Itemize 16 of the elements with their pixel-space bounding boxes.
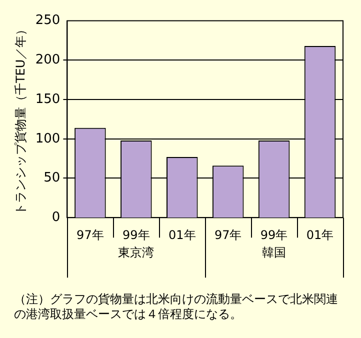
x-tick-label: 99年 [122, 228, 150, 242]
x-tick-label: 01年 [306, 228, 334, 242]
text: 東京湾 [118, 246, 154, 260]
x-tick-label: 01年 [168, 228, 196, 242]
x-tick-label: 97年 [76, 228, 104, 242]
text: （注）グラフの貨物量は北米向けの流動量ベースで北米関連の港湾取扱量ベースでは４倍程度になる。 [14, 292, 339, 322]
y-tick-label: 50 [44, 170, 60, 186]
text: 韓国 [262, 246, 286, 260]
y-tick-label: 100 [35, 131, 60, 146]
x-tick-label: 99年 [260, 228, 288, 242]
y-tick-label: 150 [35, 92, 60, 107]
y-axis-title: トランシップ貨物量（千TEU／年） [13, 23, 28, 216]
y-tick-label: 250 [35, 13, 60, 28]
y-tick-label: 0 [52, 210, 60, 225]
x-tick-label: 97年 [214, 228, 242, 242]
y-tick-label: 200 [35, 52, 60, 68]
